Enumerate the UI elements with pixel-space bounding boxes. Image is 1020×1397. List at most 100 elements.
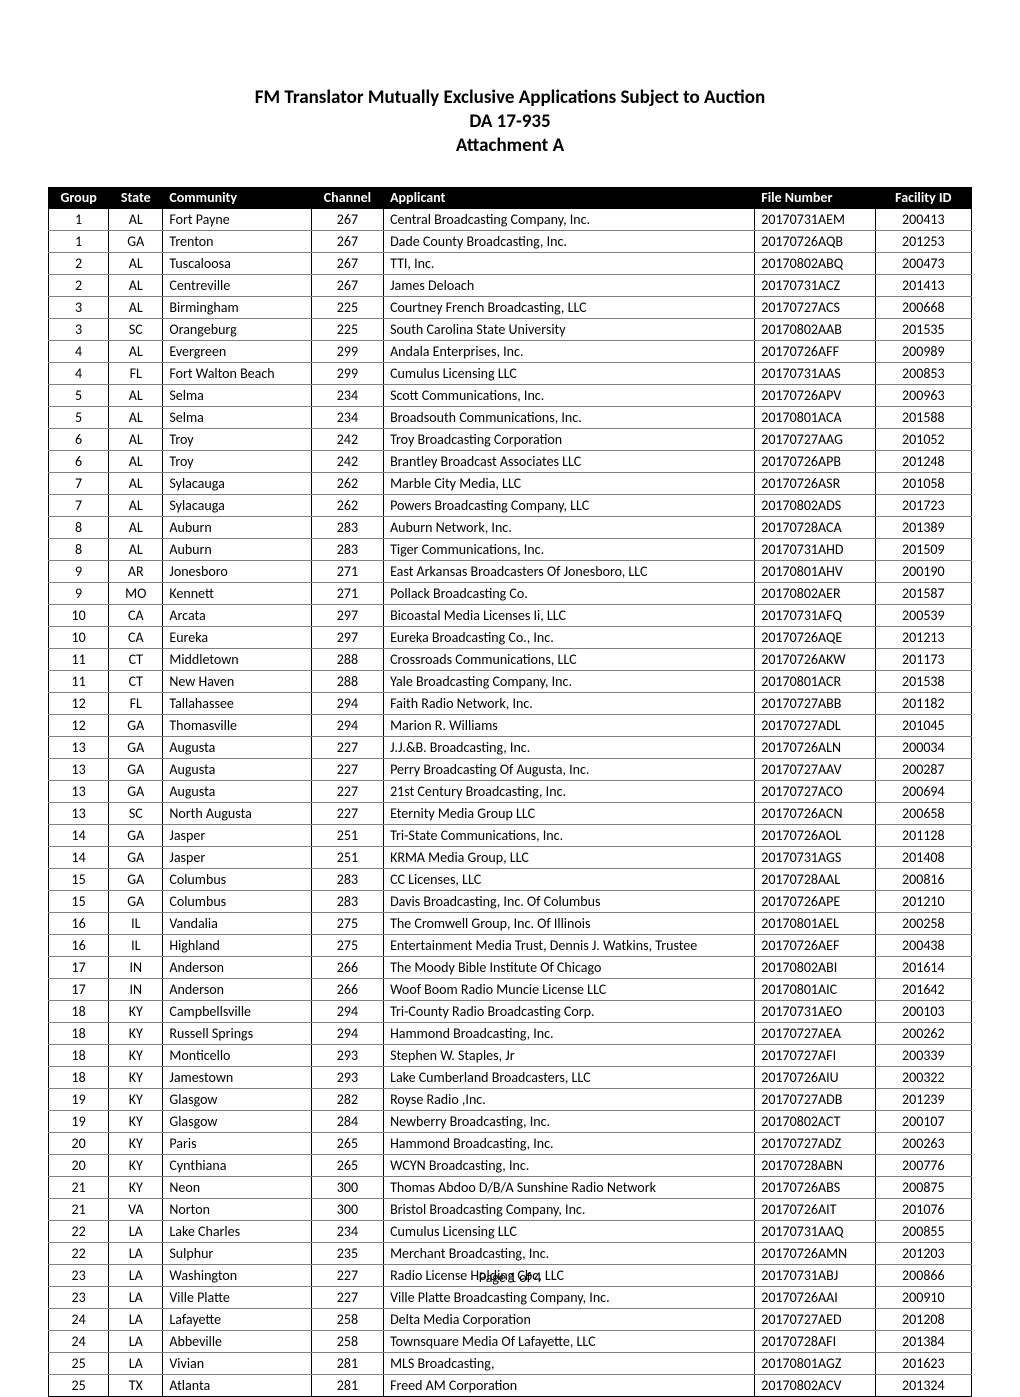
- cell-file: 20170727AEA: [755, 1023, 875, 1045]
- cell-group: 17: [49, 957, 109, 979]
- cell-facility: 201045: [875, 715, 971, 737]
- table-row: 10CAEureka297Eureka Broadcasting Co., In…: [49, 627, 972, 649]
- table-row: 1GATrenton267Dade County Broadcasting, I…: [49, 231, 972, 253]
- col-header-channel: Channel: [311, 188, 383, 209]
- cell-state: KY: [109, 1067, 163, 1089]
- cell-group: 10: [49, 627, 109, 649]
- cell-applicant: Yale Broadcasting Company, Inc.: [384, 671, 755, 693]
- cell-facility: 200963: [875, 385, 971, 407]
- cell-group: 7: [49, 495, 109, 517]
- cell-applicant: Scott Communications, Inc.: [384, 385, 755, 407]
- cell-applicant: Pollack Broadcasting Co.: [384, 583, 755, 605]
- cell-applicant: Davis Broadcasting, Inc. Of Columbus: [384, 891, 755, 913]
- cell-group: 18: [49, 1023, 109, 1045]
- cell-channel: 283: [311, 891, 383, 913]
- cell-facility: 201076: [875, 1199, 971, 1221]
- cell-group: 21: [49, 1177, 109, 1199]
- col-header-file: File Number: [755, 188, 875, 209]
- cell-file: 20170727ADL: [755, 715, 875, 737]
- cell-state: LA: [109, 1221, 163, 1243]
- cell-facility: 201384: [875, 1331, 971, 1353]
- cell-facility: 200287: [875, 759, 971, 781]
- cell-file: 20170727ADB: [755, 1089, 875, 1111]
- cell-facility: 200668: [875, 297, 971, 319]
- cell-community: Jamestown: [163, 1067, 311, 1089]
- cell-group: 8: [49, 539, 109, 561]
- cell-applicant: Stephen W. Staples, Jr: [384, 1045, 755, 1067]
- cell-facility: 200910: [875, 1287, 971, 1309]
- cell-group: 13: [49, 737, 109, 759]
- cell-file: 20170801AEL: [755, 913, 875, 935]
- table-row: 15GAColumbus283CC Licenses, LLC20170728A…: [49, 869, 972, 891]
- cell-file: 20170726AQE: [755, 627, 875, 649]
- cell-file: 20170802ABI: [755, 957, 875, 979]
- table-row: 18KYMonticello293Stephen W. Staples, Jr2…: [49, 1045, 972, 1067]
- cell-state: CT: [109, 671, 163, 693]
- table-header-row: Group State Community Channel Applicant …: [49, 188, 972, 209]
- table-row: 12GAThomasville294Marion R. Williams2017…: [49, 715, 972, 737]
- cell-facility: 201535: [875, 319, 971, 341]
- cell-channel: 297: [311, 605, 383, 627]
- cell-community: Selma: [163, 385, 311, 407]
- cell-channel: 262: [311, 473, 383, 495]
- table-row: 19KYGlasgow284Newberry Broadcasting, Inc…: [49, 1111, 972, 1133]
- table-row: 12FLTallahassee294Faith Radio Network, I…: [49, 693, 972, 715]
- cell-community: Middletown: [163, 649, 311, 671]
- cell-file: 20170726ABS: [755, 1177, 875, 1199]
- cell-applicant: Andala Enterprises, Inc.: [384, 341, 755, 363]
- table-row: 7ALSylacauga262Powers Broadcasting Compa…: [49, 495, 972, 517]
- cell-facility: 201173: [875, 649, 971, 671]
- cell-channel: 281: [311, 1353, 383, 1375]
- table-row: 15GAColumbus283Davis Broadcasting, Inc. …: [49, 891, 972, 913]
- cell-applicant: Entertainment Media Trust, Dennis J. Wat…: [384, 935, 755, 957]
- cell-file: 20170727ACS: [755, 297, 875, 319]
- cell-file: 20170802ACT: [755, 1111, 875, 1133]
- cell-facility: 201642: [875, 979, 971, 1001]
- cell-channel: 227: [311, 737, 383, 759]
- cell-applicant: Faith Radio Network, Inc.: [384, 693, 755, 715]
- cell-channel: 271: [311, 561, 383, 583]
- cell-applicant: Freed AM Corporation: [384, 1375, 755, 1397]
- cell-community: New Haven: [163, 671, 311, 693]
- cell-community: Lake Charles: [163, 1221, 311, 1243]
- cell-state: AL: [109, 297, 163, 319]
- cell-applicant: Bicoastal Media Licenses Ii, LLC: [384, 605, 755, 627]
- cell-group: 19: [49, 1111, 109, 1133]
- cell-channel: 251: [311, 847, 383, 869]
- cell-channel: 294: [311, 1023, 383, 1045]
- cell-channel: 294: [311, 1001, 383, 1023]
- cell-group: 16: [49, 935, 109, 957]
- cell-channel: 294: [311, 715, 383, 737]
- cell-file: 20170726AFF: [755, 341, 875, 363]
- cell-facility: 201182: [875, 693, 971, 715]
- cell-community: Highland: [163, 935, 311, 957]
- cell-channel: 266: [311, 957, 383, 979]
- cell-community: Selma: [163, 407, 311, 429]
- cell-state: CA: [109, 605, 163, 627]
- cell-community: Tallahassee: [163, 693, 311, 715]
- cell-community: Anderson: [163, 979, 311, 1001]
- cell-group: 15: [49, 891, 109, 913]
- cell-state: IN: [109, 979, 163, 1001]
- cell-community: Jonesboro: [163, 561, 311, 583]
- cell-community: Troy: [163, 429, 311, 451]
- table-row: 9ARJonesboro271East Arkansas Broadcaster…: [49, 561, 972, 583]
- cell-channel: 284: [311, 1111, 383, 1133]
- cell-community: Anderson: [163, 957, 311, 979]
- cell-state: GA: [109, 847, 163, 869]
- table-row: 3SCOrangeburg225South Carolina State Uni…: [49, 319, 972, 341]
- cell-applicant: Lake Cumberland Broadcasters, LLC: [384, 1067, 755, 1089]
- cell-group: 13: [49, 803, 109, 825]
- cell-applicant: Newberry Broadcasting, Inc.: [384, 1111, 755, 1133]
- cell-file: 20170801AIC: [755, 979, 875, 1001]
- cell-file: 20170726AIT: [755, 1199, 875, 1221]
- cell-file: 20170726AKW: [755, 649, 875, 671]
- cell-file: 20170802AER: [755, 583, 875, 605]
- col-header-group: Group: [49, 188, 109, 209]
- cell-channel: 299: [311, 341, 383, 363]
- cell-channel: 283: [311, 539, 383, 561]
- cell-applicant: Ville Platte Broadcasting Company, Inc.: [384, 1287, 755, 1309]
- cell-community: Sylacauga: [163, 495, 311, 517]
- cell-facility: 201587: [875, 583, 971, 605]
- cell-group: 22: [49, 1243, 109, 1265]
